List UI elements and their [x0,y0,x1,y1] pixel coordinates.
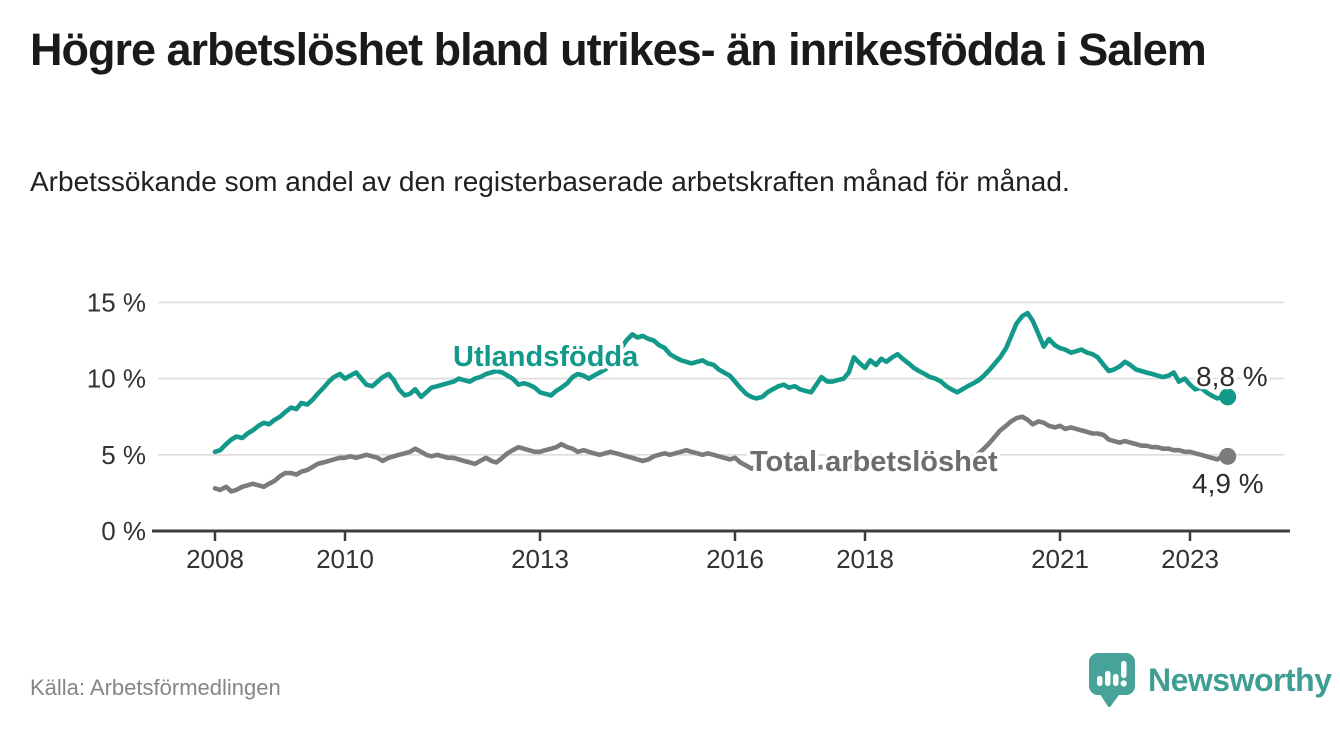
x-tick-label: 2013 [511,544,569,574]
series-end-dot [1219,388,1237,406]
series-label: Total arbetslöshet [750,446,998,478]
x-tick-label: 2023 [1161,544,1219,574]
series-end-dot [1219,447,1237,465]
series-label: Utlandsfödda [453,341,639,373]
series-end-value-label: 8,8 % [1196,361,1268,392]
x-tick-label: 2010 [316,544,374,574]
chart-subtitle: Arbetssökande som andel av den registerb… [30,166,1070,197]
y-tick-label: 15 % [87,287,146,317]
y-tick-label: 5 % [101,440,146,470]
x-tick-label: 2008 [186,544,244,574]
x-tick-label: 2021 [1031,544,1089,574]
series-line-utlandsfodda [212,310,1230,455]
y-tick-label: 10 % [87,364,146,394]
series-end-value-label: 4,9 % [1192,468,1264,499]
x-tick-label: 2016 [706,544,764,574]
newsworthy-speech-bubble-bar-chart-icon [1088,652,1136,713]
page-title: Högre arbetslöshet bland utrikes- än inr… [30,24,1207,75]
x-tick-label: 2018 [836,544,894,574]
series-line-total [212,414,1230,494]
line-chart: 2008 2010 2013 2016 2018 2021 2023 0 % 5 % 10 % 15… [0,270,1340,600]
source-note: Källa: Arbetsförmedlingen [30,675,281,700]
newsworthy-brand: Newsworthy [1088,652,1332,708]
y-tick-label: 0 % [101,516,146,546]
line-chart-svg: 2008 2010 2013 2016 2018 2021 2023 0 % 5 % 10 % 15… [87,287,1290,574]
newsworthy-wordmark: Newsworthy [1148,662,1332,698]
